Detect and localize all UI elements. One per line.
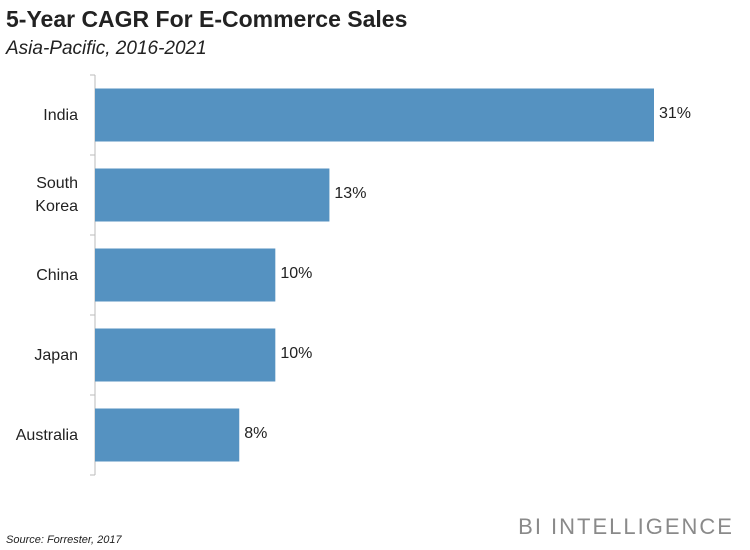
category-label: India [43,106,78,124]
bar [95,248,276,302]
category-label: Japan [34,346,78,364]
source-note: Source: Forrester, 2017 [6,534,122,546]
brand: BI INTELLIGENCE [518,514,734,539]
value-label: 10% [280,345,313,362]
value-label: 31% [659,105,692,122]
category-label: South Korea [35,175,78,215]
bar [95,88,654,142]
value-label: 10% [280,265,313,282]
chart-subtitle: Asia-Pacific, 2016-2021 [6,38,207,59]
bar [95,408,240,462]
category-label: China [36,266,78,284]
value-label: 13% [334,185,367,202]
chart-title: 5-Year CAGR For E-Commerce Sales [6,6,408,32]
category-label: Australia [15,426,78,444]
bar [95,328,276,382]
value-label: 8% [244,425,268,442]
bar [95,168,330,222]
